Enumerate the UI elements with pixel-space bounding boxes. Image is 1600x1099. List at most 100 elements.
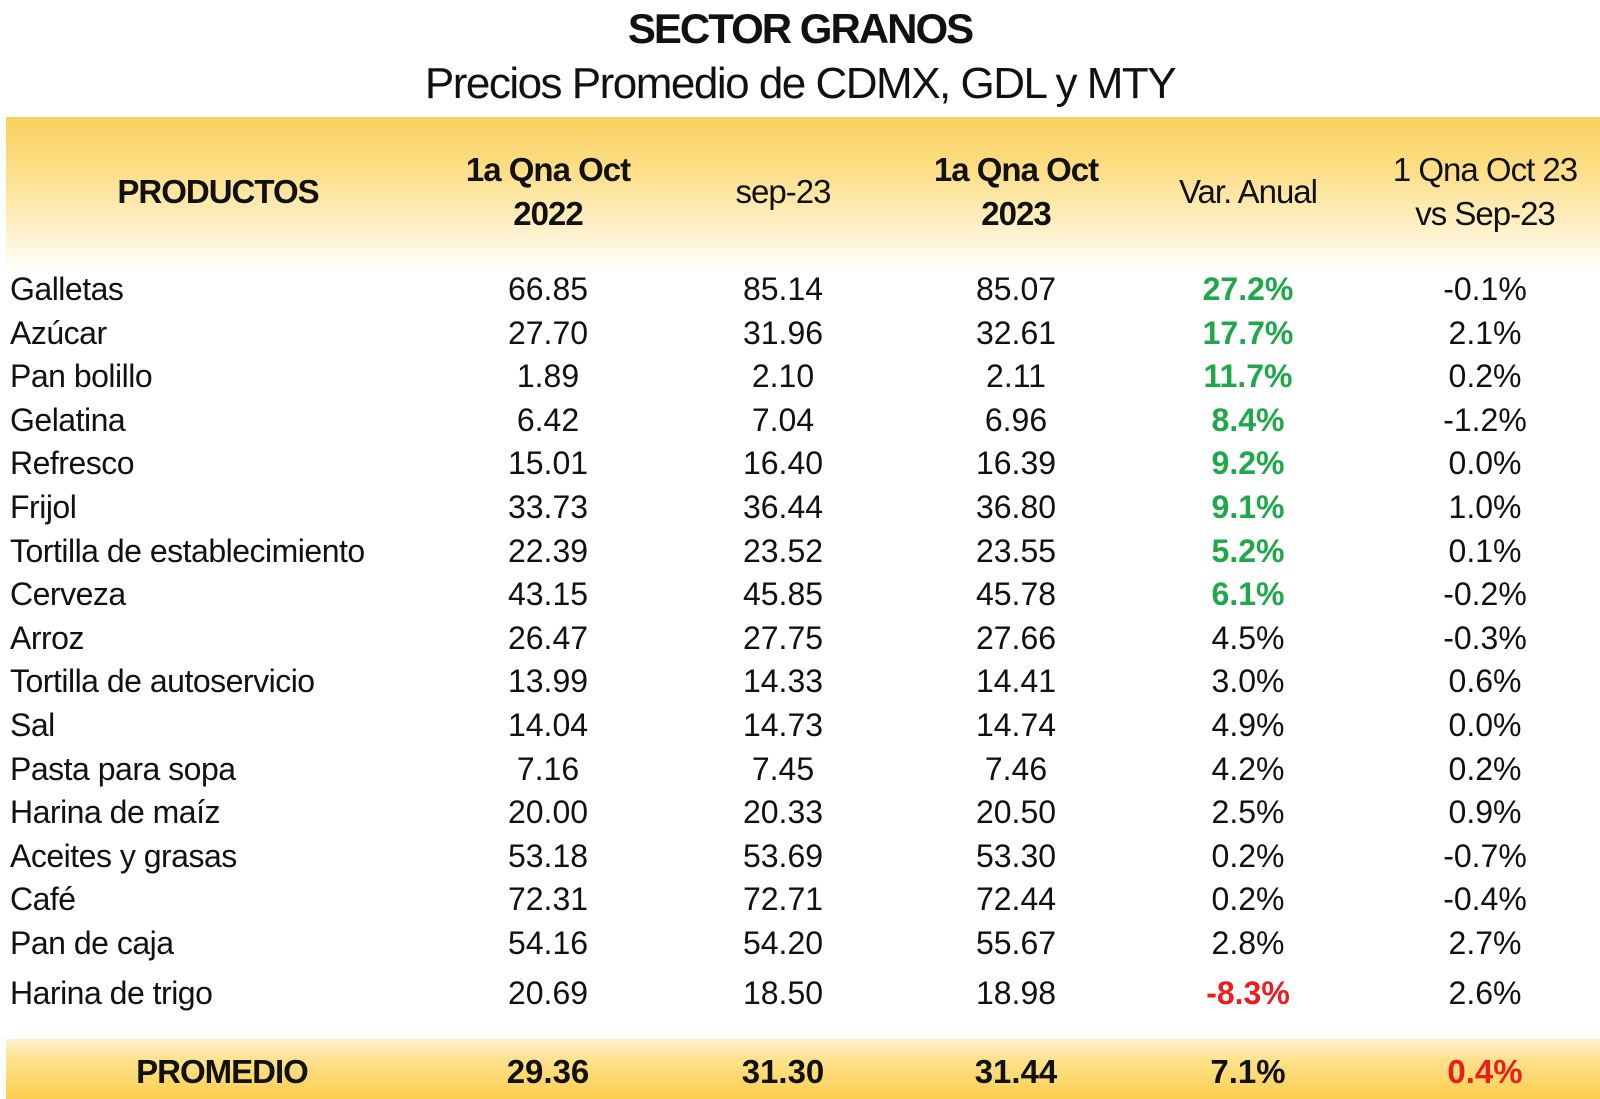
price-oct-2023: 53.30 <box>975 837 1057 874</box>
table-row: Galletas 66.85 85.14 85.07 27.2% -0.1% <box>0 267 1600 311</box>
price-oct-2023: 2.11 <box>986 358 1046 395</box>
product-name: Pasta para sopa <box>10 750 236 787</box>
price-sep-2023: 31.96 <box>742 314 824 351</box>
price-sep-2023: 7.45 <box>751 750 815 787</box>
header-col1-line1: 1a Qna Oct <box>465 151 631 188</box>
price-oct-2023: 6.96 <box>984 401 1048 438</box>
header-col4-label: Var. Anual <box>1178 173 1318 210</box>
table-row: Azúcar 27.70 31.96 32.61 17.7% 2.1% <box>0 311 1600 355</box>
price-sep-2023: 2.10 <box>751 358 815 395</box>
product-name: Arroz <box>10 619 84 656</box>
var-vs-sep: 2.1% <box>1448 314 1522 351</box>
price-sep-2023: 14.33 <box>742 663 824 700</box>
price-oct-2022: 20.69 <box>507 974 589 1011</box>
header-col2-label: sep-23 <box>735 173 832 210</box>
product-name: Harina de trigo <box>10 974 213 1011</box>
table-row: Harina de maíz 20.00 20.33 20.50 2.5% 0.9% <box>0 790 1600 834</box>
price-oct-2022: 7.16 <box>516 750 580 787</box>
price-oct-2023: 14.41 <box>975 663 1057 700</box>
price-oct-2022: 54.16 <box>507 925 589 961</box>
price-oct-2022: 14.04 <box>507 707 589 743</box>
var-anual: 0.2% <box>1211 837 1285 874</box>
table-row: Tortilla de establecimiento 22.39 23.52 23.… <box>0 529 1600 573</box>
var-anual: 17.7% <box>1202 314 1294 351</box>
header-col2: sep-23 <box>683 117 883 267</box>
price-oct-2023: 14.74 <box>975 707 1057 743</box>
price-sep-2023: 23.52 <box>742 532 824 569</box>
price-sep-2023: 20.33 <box>742 794 824 831</box>
price-sep-2023: 53.69 <box>742 837 824 874</box>
var-vs-sep: -0.1% <box>1443 271 1527 307</box>
price-oct-2023: 7.46 <box>984 750 1048 787</box>
product-name: Frijol <box>10 489 77 525</box>
price-oct-2023: 72.44 <box>975 881 1057 918</box>
table-row: Arroz 26.47 27.75 27.66 4.5% -0.3% <box>0 616 1600 660</box>
footer-band <box>6 1039 1600 1099</box>
var-anual: 11.7% <box>1203 358 1293 395</box>
header-band <box>6 117 1600 274</box>
header-productos-label: PRODUCTOS <box>117 173 319 210</box>
price-oct-2022: 6.42 <box>516 401 580 438</box>
product-name: Gelatina <box>10 401 126 438</box>
var-vs-sep: 0.9% <box>1448 794 1522 831</box>
var-vs-sep: 0.0% <box>1448 707 1522 743</box>
product-name: Sal <box>10 707 55 743</box>
price-oct-2022: 66.85 <box>507 271 589 307</box>
price-oct-2023: 36.80 <box>975 489 1057 525</box>
header-col4: Var. Anual <box>1148 117 1348 267</box>
var-anual: 8.4% <box>1211 401 1285 438</box>
price-oct-2023: 55.67 <box>975 925 1057 961</box>
product-name: Refresco <box>10 445 135 482</box>
product-name: Tortilla de establecimiento <box>10 532 365 569</box>
product-name: Café <box>10 881 76 918</box>
header-col3: 1a Qna Oct 2023 <box>891 117 1141 267</box>
page-title: SECTOR GRANOS <box>627 5 974 52</box>
footer-col3: 31.44 <box>974 1053 1058 1090</box>
header-col1: 1a Qna Oct 2022 <box>423 117 673 267</box>
header-col5: 1 Qna Oct 23 vs Sep-23 <box>1360 117 1600 267</box>
table-row: Harina de trigo 20.69 18.50 18.98 -8.3% 2.6% <box>0 971 1600 1015</box>
price-sep-2023: 54.20 <box>742 925 824 961</box>
var-anual: 9.2% <box>1211 445 1285 482</box>
var-anual: 27.2% <box>1202 271 1294 307</box>
var-anual: -8.3% <box>1206 974 1290 1011</box>
product-name: Aceites y grasas <box>10 837 237 874</box>
var-vs-sep: 0.6% <box>1448 663 1522 700</box>
product-name: Pan de caja <box>10 925 174 961</box>
footer-col2: 31.30 <box>741 1053 825 1090</box>
price-sep-2023: 72.71 <box>742 881 824 918</box>
var-vs-sep: -0.2% <box>1443 576 1527 613</box>
table-footer-row: PROMEDIO 29.36 31.30 31.44 7.1% 0.4% <box>0 1047 1600 1097</box>
var-anual: 4.9% <box>1211 707 1285 743</box>
var-vs-sep: -0.4% <box>1443 881 1527 918</box>
price-oct-2022: 33.73 <box>507 489 589 525</box>
var-vs-sep: 2.6% <box>1448 974 1522 1011</box>
page-subtitle: Precios Promedio de CDMX, GDL y MTY <box>424 59 1177 108</box>
footer-col1: 29.36 <box>506 1053 590 1090</box>
price-oct-2023: 18.98 <box>975 974 1057 1011</box>
table-row: Sal 14.04 14.73 14.74 4.9% 0.0% <box>0 703 1600 747</box>
price-oct-2022: 1.89 <box>516 358 580 395</box>
price-sep-2023: 14.73 <box>742 707 824 743</box>
price-oct-2022: 15.01 <box>507 445 589 482</box>
header-col5-line2: vs Sep-23 <box>1415 195 1556 232</box>
var-vs-sep: -0.7% <box>1443 837 1527 874</box>
price-oct-2023: 16.39 <box>975 445 1057 482</box>
table-row: Aceites y grasas 53.18 53.69 53.30 0.2% -0.7% <box>0 834 1600 878</box>
var-vs-sep: 0.2% <box>1448 750 1522 787</box>
product-name: Tortilla de autoservicio <box>10 663 315 700</box>
footer-label: PROMEDIO <box>136 1053 309 1090</box>
price-sep-2023: 85.14 <box>742 271 824 307</box>
price-oct-2023: 45.78 <box>975 576 1057 613</box>
table-row: Refresco 15.01 16.40 16.39 9.2% 0.0% <box>0 441 1600 485</box>
price-oct-2022: 53.18 <box>507 837 589 874</box>
var-anual: 2.5% <box>1211 794 1285 831</box>
table-row: Pan bolillo 1.89 2.10 2.11 11.7% 0.2% <box>0 354 1600 398</box>
table-row: Tortilla de autoservicio 13.99 14.33 14.41 3… <box>0 659 1600 703</box>
product-name: Harina de maíz <box>10 794 220 831</box>
product-name: Cerveza <box>10 576 126 613</box>
var-vs-sep: 0.0% <box>1448 445 1522 482</box>
var-anual: 9.1% <box>1211 489 1285 525</box>
footer-mom: 0.4% <box>1447 1053 1523 1090</box>
price-oct-2022: 22.39 <box>507 532 589 569</box>
